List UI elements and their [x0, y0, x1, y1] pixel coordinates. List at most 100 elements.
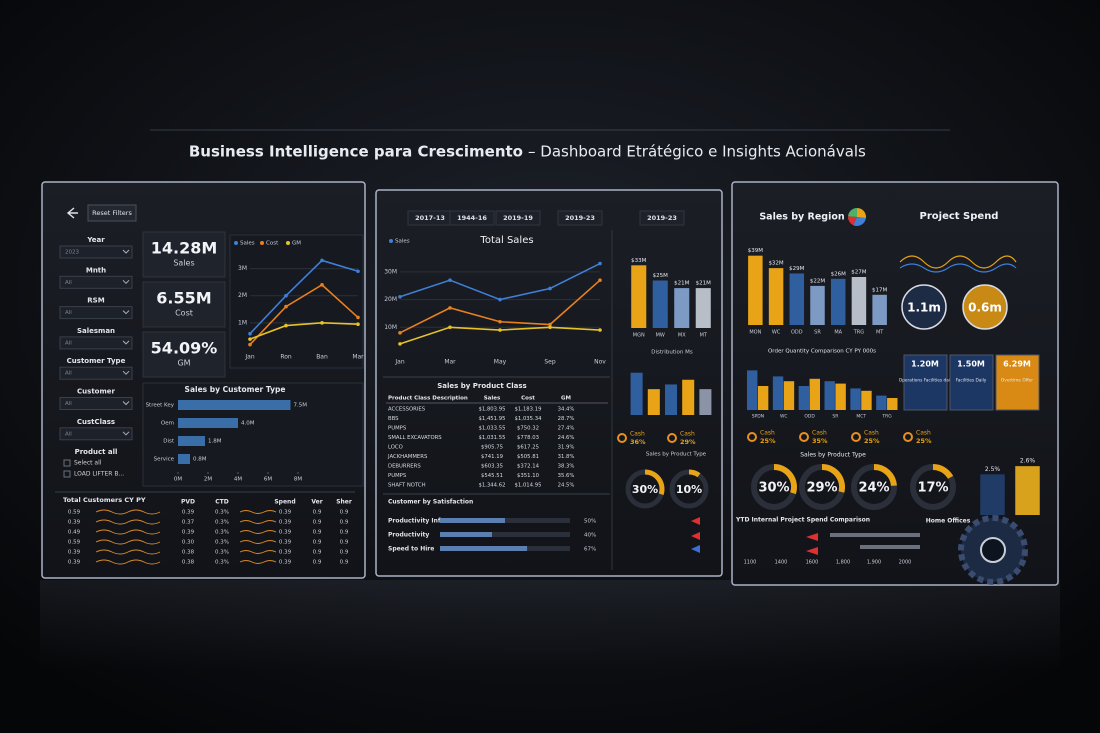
tab[interactable] — [639, 210, 685, 226]
kpi-value: 25% — [864, 437, 880, 445]
filter-value[interactable]: All — [65, 371, 72, 377]
y-tick-label: 3M — [238, 265, 247, 272]
table-cell: $741.19 — [481, 454, 503, 460]
table-cell: 0.9 — [313, 550, 322, 556]
decoration — [95, 529, 161, 535]
tab[interactable]: 2017-13 — [415, 214, 445, 222]
x-tick-label: 2000 — [899, 560, 912, 566]
value-label: 67% — [584, 547, 596, 553]
legend-label: GM — [292, 241, 301, 247]
tab[interactable]: 1944-16 — [457, 214, 487, 222]
gear — [980, 537, 1006, 563]
bar — [810, 285, 825, 325]
list-item[interactable]: LOAD LIFTER B... — [74, 471, 124, 478]
button[interactable] — [87, 204, 137, 222]
bar-deco — [860, 545, 920, 549]
point — [398, 295, 402, 299]
decoration — [899, 255, 1017, 269]
card-value: 1.20M — [911, 360, 939, 369]
table-title: Total Customers CY PY — [63, 496, 146, 504]
chart-title: Customer by Satisfaction — [388, 499, 473, 506]
point — [356, 269, 360, 274]
bar — [851, 277, 867, 325]
table-cell: 0.9 — [340, 560, 349, 566]
y-tick-label: 10M — [384, 324, 397, 331]
column-header: Sher — [336, 499, 352, 506]
pie-icon — [848, 216, 857, 226]
reset-button[interactable]: Reset Filters — [92, 209, 132, 217]
chart-title: Sales by Product Type — [646, 452, 707, 458]
filter-value[interactable]: All — [65, 280, 72, 286]
table-cell: 0.59 — [68, 510, 81, 516]
value-label: $27M — [851, 270, 866, 276]
donut-arc — [644, 469, 665, 496]
donut-arc — [773, 464, 797, 495]
point — [248, 331, 252, 336]
list-item[interactable]: Select all — [74, 460, 102, 467]
tab[interactable] — [449, 210, 495, 226]
x-tick-label: 4M — [234, 477, 242, 483]
chart-title: Sales by Region — [759, 212, 845, 223]
table-cell: 0.9 — [340, 550, 349, 556]
kpi-card — [142, 231, 226, 278]
filter-value[interactable]: All — [65, 310, 72, 316]
bar — [887, 398, 898, 410]
table-cell: $372.14 — [517, 464, 540, 470]
dropdown — [59, 275, 133, 289]
filter-label: RSM — [87, 297, 104, 305]
filter-value[interactable]: All — [65, 340, 72, 346]
marker — [806, 533, 818, 541]
filter-value[interactable]: All — [65, 401, 72, 407]
table-cell: 0.39 — [68, 560, 81, 566]
column-header: Product Class Description — [388, 396, 468, 402]
donut-label: 29% — [806, 481, 837, 496]
tab[interactable] — [495, 210, 541, 226]
tab[interactable]: 2019-23 — [565, 214, 595, 222]
y-tick-label: Street Key — [146, 403, 175, 409]
table-cell: 35.6% — [558, 473, 575, 479]
table-cell: LOCO — [388, 445, 403, 451]
table-cell: 0.9 — [313, 560, 322, 566]
legend-dot — [234, 241, 238, 245]
table-cell: SMALL EXCAVATORS — [388, 435, 442, 441]
value-label: $21M — [696, 281, 711, 287]
table-cell: 0.39 — [279, 540, 292, 546]
tab[interactable] — [557, 210, 603, 226]
bar — [630, 372, 643, 415]
bar — [178, 436, 205, 446]
table-cell: 24.6% — [558, 435, 575, 441]
bar — [682, 379, 695, 415]
table-title: Sales by Product Class — [437, 382, 526, 390]
table-cell: 0.49 — [68, 530, 81, 536]
x-tick-label: MX — [678, 333, 686, 339]
kpi-value: 1.1m — [907, 301, 941, 315]
column-header: Spend — [274, 499, 295, 506]
x-tick-label: MGN — [633, 333, 645, 339]
x-tick-label: 1600 — [806, 560, 819, 566]
chart-title: Home Offices — [926, 518, 971, 525]
table-cell: 28.7% — [558, 416, 575, 422]
value-label: $39M — [748, 248, 763, 254]
column-header: Cost — [521, 396, 535, 402]
filter-value[interactable]: All — [65, 431, 72, 437]
filter-value[interactable]: 2023 — [65, 250, 79, 256]
bar — [850, 388, 861, 410]
table-cell: 0.39 — [279, 530, 292, 536]
tab[interactable]: 2019-23 — [647, 214, 677, 222]
x-tick-label: 6M — [264, 477, 272, 483]
table-cell: 0.9 — [340, 540, 349, 546]
point — [448, 325, 452, 330]
table-cell: 27.4% — [558, 426, 575, 432]
x-tick-label: SR — [814, 330, 821, 336]
kpi-card — [142, 331, 226, 378]
tab[interactable]: 2019-19 — [503, 214, 533, 222]
table-cell: 0.9 — [340, 520, 349, 526]
point — [398, 342, 402, 346]
point — [284, 304, 288, 309]
checkbox — [63, 459, 71, 467]
value-label: $32M — [768, 261, 783, 267]
point — [398, 331, 402, 335]
table-cell: $1,803.95 — [479, 407, 506, 413]
kpi-value: 36% — [630, 438, 646, 446]
